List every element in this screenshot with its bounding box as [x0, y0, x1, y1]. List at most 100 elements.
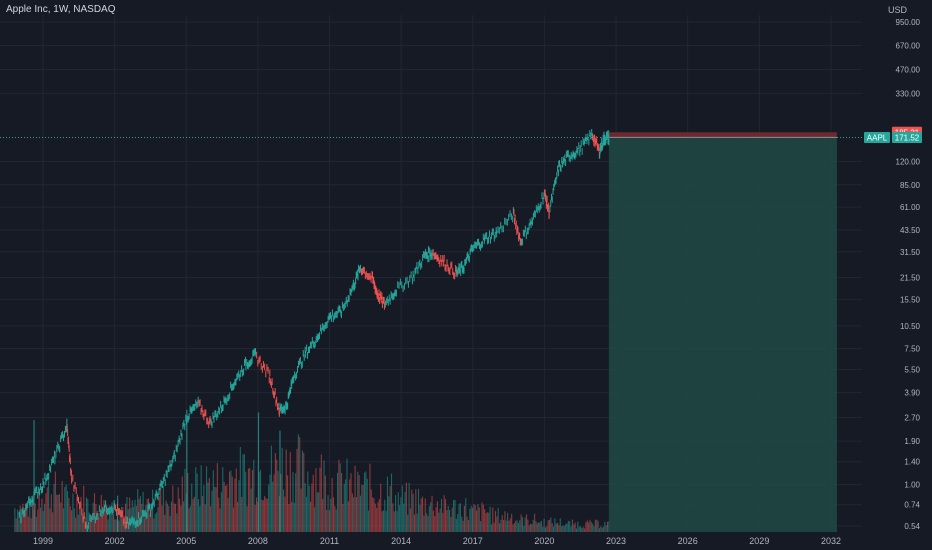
volume-bar: [293, 502, 295, 532]
volume-bar: [179, 498, 181, 532]
volume-bar: [517, 523, 519, 532]
volume-bar: [563, 526, 565, 532]
volume-bar: [507, 512, 509, 532]
y-tick-label: 120.00: [896, 158, 921, 167]
volume-bar: [484, 509, 486, 532]
volume-bar: [303, 452, 305, 532]
volume-bar: [89, 514, 92, 532]
y-tick-label: 7.50: [904, 345, 920, 354]
volume-bar: [183, 501, 185, 532]
volume-bar: [368, 510, 370, 532]
volume-bar: [258, 472, 260, 532]
y-tick-label: 2.70: [904, 413, 920, 422]
volume-bar: [408, 482, 410, 532]
currency-label: USD: [888, 5, 908, 15]
volume-bar: [350, 473, 352, 532]
volume-bar: [153, 518, 155, 532]
volume-bar: [215, 487, 217, 532]
volume-bar: [569, 521, 571, 532]
volume-bar: [393, 511, 395, 532]
volume-bar: [578, 526, 580, 532]
volume-bar: [257, 412, 260, 532]
volume-bar: [311, 483, 313, 532]
y-tick-label: 330.00: [896, 89, 921, 98]
volume-bar: [605, 525, 607, 532]
y-tick-label: 15.50: [900, 296, 921, 305]
volume-bar: [152, 489, 154, 532]
volume-bar: [301, 450, 303, 532]
volume-bar: [79, 501, 81, 532]
volume-bar: [23, 508, 25, 532]
volume-bar: [579, 526, 582, 532]
volume-bar: [378, 499, 380, 532]
volume-bar: [528, 525, 530, 532]
volume-bar: [459, 503, 461, 532]
price-axis[interactable]: 0.54 0.74 1.00 1.40 1.90 2.70 3.90 5.50 7.50 10.5…: [896, 18, 921, 531]
volume-bar: [58, 494, 60, 532]
volume-bar: [381, 511, 383, 532]
volume-bar: [566, 523, 568, 532]
volume-bar: [272, 481, 274, 532]
volume-bar: [71, 510, 73, 532]
volume-bar: [246, 506, 248, 532]
volume-bar: [30, 518, 32, 532]
volume-bar: [413, 514, 416, 532]
volume-bar: [295, 473, 297, 532]
volume-bar: [428, 506, 430, 532]
volume-bar: [346, 458, 348, 532]
volume-bar: [318, 492, 320, 532]
x-tick-label: 2023: [606, 536, 626, 546]
volume-bar: [498, 523, 501, 532]
volume-bar: [166, 503, 168, 532]
volume-bar: [62, 508, 65, 532]
volume-bar: [478, 507, 480, 532]
volume-bar: [219, 508, 221, 532]
volume-bar: [527, 519, 529, 532]
volume-bar: [149, 513, 151, 532]
volume-bar: [195, 467, 197, 532]
volume-bar: [555, 523, 557, 532]
volume-bar: [377, 502, 379, 532]
volume-bar: [203, 485, 205, 532]
volume-bar: [234, 478, 236, 532]
volume-bar: [138, 499, 140, 532]
volume-bar: [307, 471, 309, 532]
long-position-tool[interactable]: [608, 132, 837, 533]
volume-bar: [99, 512, 101, 532]
volume-bar: [380, 483, 382, 532]
volume-bar: [274, 453, 276, 532]
stop-loss-zone: [608, 132, 837, 138]
volume-bar: [31, 495, 33, 532]
volume-bar: [567, 520, 569, 532]
volume-bar: [46, 487, 48, 532]
volume-bar: [83, 485, 85, 532]
volume-bar: [292, 472, 294, 532]
volume-bar: [120, 506, 123, 532]
volume-bar: [365, 471, 367, 532]
volume-bar: [297, 434, 299, 532]
volume-bar: [189, 506, 191, 532]
volume-bar: [577, 521, 579, 532]
volume-bar: [455, 518, 457, 532]
volume-bar: [64, 487, 66, 532]
volume-bar: [245, 471, 247, 532]
volume-bar: [204, 504, 206, 532]
volume-bar: [405, 482, 407, 532]
volume-bar: [592, 523, 594, 532]
volume-bar: [186, 409, 188, 532]
volume-bar: [156, 512, 158, 532]
volume-bar: [241, 496, 243, 532]
time-axis[interactable]: 1999 2002 2005 2008 2011 2014 2017 2020 2023 2026…: [33, 536, 841, 546]
volume-bar: [370, 489, 372, 532]
volume-bar: [606, 521, 609, 532]
volume-bar: [289, 451, 291, 532]
volume-bar: [193, 496, 195, 532]
volume-bar: [477, 504, 479, 532]
volume-bar: [75, 517, 77, 532]
volume-bar: [49, 508, 51, 532]
volume-bar: [243, 454, 245, 532]
volume-bar: [255, 497, 258, 532]
volume-bar: [600, 526, 602, 532]
y-tick-label: 85.00: [900, 181, 921, 190]
